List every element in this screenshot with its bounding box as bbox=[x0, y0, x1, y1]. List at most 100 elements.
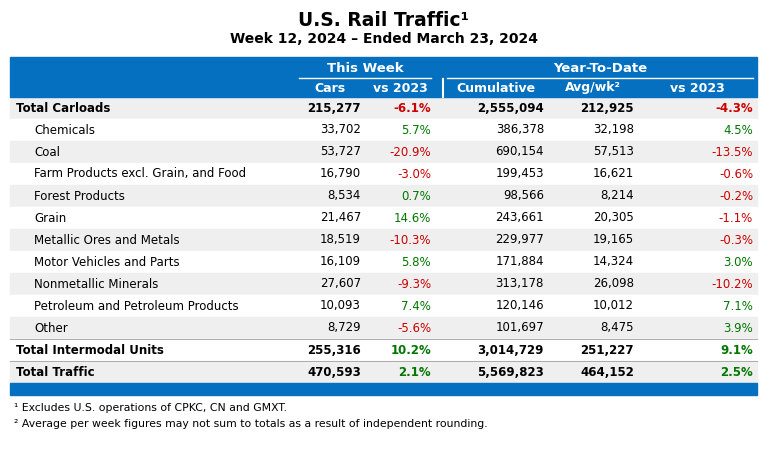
Text: Other: Other bbox=[34, 321, 67, 334]
Bar bbox=[10, 339, 757, 361]
Text: 120,146: 120,146 bbox=[495, 300, 544, 313]
Text: ² Average per week figures may not sum to totals as a result of independent roun: ² Average per week figures may not sum t… bbox=[14, 419, 488, 429]
Text: -4.3%: -4.3% bbox=[716, 101, 753, 114]
Text: 10.2%: 10.2% bbox=[390, 344, 431, 357]
Text: 98,566: 98,566 bbox=[503, 189, 544, 202]
Bar bbox=[10, 163, 757, 185]
Text: -3.0%: -3.0% bbox=[397, 168, 431, 181]
Text: U.S. Rail Traffic¹: U.S. Rail Traffic¹ bbox=[298, 11, 469, 30]
Text: -0.6%: -0.6% bbox=[719, 168, 753, 181]
Text: -13.5%: -13.5% bbox=[712, 145, 753, 158]
Text: 33,702: 33,702 bbox=[320, 124, 361, 137]
Text: 20,305: 20,305 bbox=[593, 212, 634, 225]
Text: 2.5%: 2.5% bbox=[720, 365, 753, 378]
Bar bbox=[10, 383, 757, 395]
Text: 27,607: 27,607 bbox=[320, 277, 361, 290]
Text: Total Traffic: Total Traffic bbox=[16, 365, 94, 378]
Text: 690,154: 690,154 bbox=[495, 145, 544, 158]
Bar bbox=[10, 57, 757, 97]
Text: Metallic Ores and Metals: Metallic Ores and Metals bbox=[34, 233, 179, 246]
Text: Nonmetallic Minerals: Nonmetallic Minerals bbox=[34, 277, 158, 290]
Text: -1.1%: -1.1% bbox=[719, 212, 753, 225]
Text: 386,378: 386,378 bbox=[495, 124, 544, 137]
Text: 4.5%: 4.5% bbox=[723, 124, 753, 137]
Bar bbox=[10, 361, 757, 383]
Text: 53,727: 53,727 bbox=[320, 145, 361, 158]
Text: -5.6%: -5.6% bbox=[397, 321, 431, 334]
Text: Total Carloads: Total Carloads bbox=[16, 101, 110, 114]
Text: 101,697: 101,697 bbox=[495, 321, 544, 334]
Text: 464,152: 464,152 bbox=[580, 365, 634, 378]
Bar bbox=[10, 273, 757, 295]
Text: This Week: This Week bbox=[327, 62, 403, 75]
Bar bbox=[10, 207, 757, 229]
Text: 3,014,729: 3,014,729 bbox=[478, 344, 544, 357]
Bar bbox=[10, 185, 757, 207]
Text: 5.8%: 5.8% bbox=[401, 256, 431, 269]
Text: 21,467: 21,467 bbox=[320, 212, 361, 225]
Text: -20.9%: -20.9% bbox=[390, 145, 431, 158]
Text: 2.1%: 2.1% bbox=[398, 365, 431, 378]
Text: Petroleum and Petroleum Products: Petroleum and Petroleum Products bbox=[34, 300, 239, 313]
Text: 313,178: 313,178 bbox=[495, 277, 544, 290]
Text: 5.7%: 5.7% bbox=[401, 124, 431, 137]
Text: 255,316: 255,316 bbox=[308, 344, 361, 357]
Text: Cars: Cars bbox=[314, 81, 346, 94]
Text: 26,098: 26,098 bbox=[593, 277, 634, 290]
Text: 3.9%: 3.9% bbox=[723, 321, 753, 334]
Bar bbox=[10, 97, 757, 119]
Text: 57,513: 57,513 bbox=[593, 145, 634, 158]
Text: 14.6%: 14.6% bbox=[393, 212, 431, 225]
Text: Chemicals: Chemicals bbox=[34, 124, 95, 137]
Text: Week 12, 2024 – Ended March 23, 2024: Week 12, 2024 – Ended March 23, 2024 bbox=[229, 32, 538, 46]
Text: 3.0%: 3.0% bbox=[723, 256, 753, 269]
Text: Cumulative: Cumulative bbox=[456, 81, 535, 94]
Text: 32,198: 32,198 bbox=[593, 124, 634, 137]
Text: vs 2023: vs 2023 bbox=[670, 81, 725, 94]
Text: -0.2%: -0.2% bbox=[719, 189, 753, 202]
Text: 10,093: 10,093 bbox=[320, 300, 361, 313]
Text: 7.1%: 7.1% bbox=[723, 300, 753, 313]
Text: 215,277: 215,277 bbox=[308, 101, 361, 114]
Bar bbox=[10, 317, 757, 339]
Text: 14,324: 14,324 bbox=[593, 256, 634, 269]
Text: ¹ Excludes U.S. operations of CPKC, CN and GMXT.: ¹ Excludes U.S. operations of CPKC, CN a… bbox=[14, 403, 287, 413]
Text: 9.1%: 9.1% bbox=[720, 344, 753, 357]
Text: 5,569,823: 5,569,823 bbox=[477, 365, 544, 378]
Text: Farm Products excl. Grain, and Food: Farm Products excl. Grain, and Food bbox=[34, 168, 246, 181]
Text: Coal: Coal bbox=[34, 145, 60, 158]
Bar bbox=[10, 141, 757, 163]
Text: Total Intermodal Units: Total Intermodal Units bbox=[16, 344, 164, 357]
Text: 8,534: 8,534 bbox=[328, 189, 361, 202]
Text: 19,165: 19,165 bbox=[593, 233, 634, 246]
Text: 18,519: 18,519 bbox=[320, 233, 361, 246]
Text: 16,621: 16,621 bbox=[593, 168, 634, 181]
Text: -6.1%: -6.1% bbox=[393, 101, 431, 114]
Text: 212,925: 212,925 bbox=[581, 101, 634, 114]
Text: 8,729: 8,729 bbox=[328, 321, 361, 334]
Text: -10.2%: -10.2% bbox=[711, 277, 753, 290]
Bar bbox=[10, 251, 757, 273]
Text: Year-To-Date: Year-To-Date bbox=[553, 62, 647, 75]
Bar bbox=[10, 295, 757, 317]
Text: 470,593: 470,593 bbox=[308, 365, 361, 378]
Text: 251,227: 251,227 bbox=[581, 344, 634, 357]
Text: Grain: Grain bbox=[34, 212, 66, 225]
Text: Avg/wk²: Avg/wk² bbox=[565, 81, 621, 94]
Text: 8,475: 8,475 bbox=[601, 321, 634, 334]
Text: 16,109: 16,109 bbox=[320, 256, 361, 269]
Text: vs 2023: vs 2023 bbox=[373, 81, 427, 94]
Text: 199,453: 199,453 bbox=[495, 168, 544, 181]
Text: 7.4%: 7.4% bbox=[401, 300, 431, 313]
Text: Forest Products: Forest Products bbox=[34, 189, 125, 202]
Text: 0.7%: 0.7% bbox=[401, 189, 431, 202]
Text: 229,977: 229,977 bbox=[495, 233, 544, 246]
Text: -0.3%: -0.3% bbox=[719, 233, 753, 246]
Text: 16,790: 16,790 bbox=[320, 168, 361, 181]
Text: Motor Vehicles and Parts: Motor Vehicles and Parts bbox=[34, 256, 179, 269]
Text: 8,214: 8,214 bbox=[601, 189, 634, 202]
Text: -10.3%: -10.3% bbox=[390, 233, 431, 246]
Text: 10,012: 10,012 bbox=[593, 300, 634, 313]
Text: 243,661: 243,661 bbox=[495, 212, 544, 225]
Bar bbox=[10, 119, 757, 141]
